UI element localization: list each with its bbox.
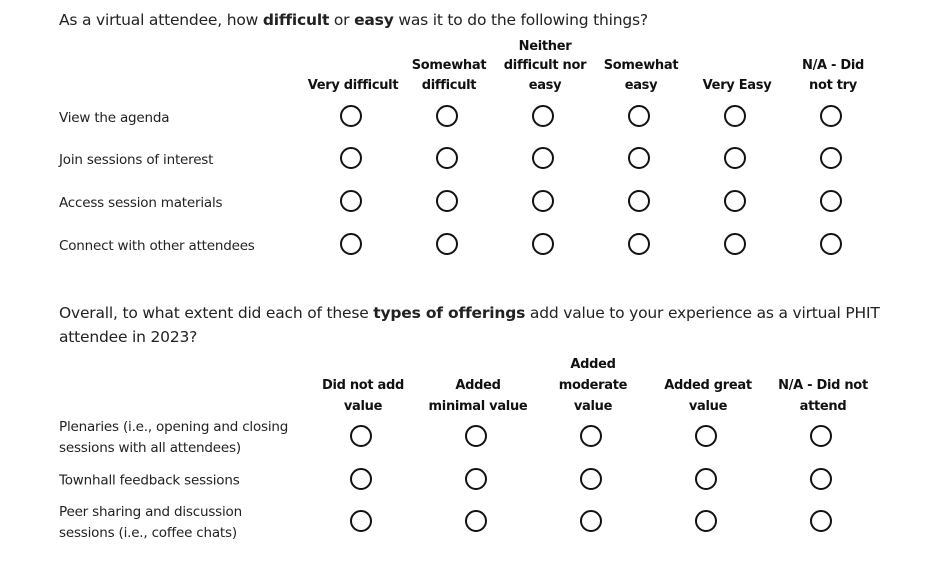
column-header-line: easy xyxy=(624,77,658,93)
radio-button[interactable] xyxy=(628,190,650,212)
radio-button[interactable] xyxy=(810,510,832,532)
row-label-line: Plenaries (i.e., opening and closing xyxy=(59,419,289,435)
column-header: Somewhat difficult xyxy=(399,37,499,96)
column-header: Added minimal value xyxy=(421,354,536,417)
column-header-line: value xyxy=(343,399,383,414)
radio-button[interactable] xyxy=(820,105,842,127)
radio-button[interactable] xyxy=(340,233,362,255)
column-header-line: attend xyxy=(799,399,847,414)
column-header-line: moderate xyxy=(558,378,628,393)
radio-button[interactable] xyxy=(628,233,650,255)
radio-button[interactable] xyxy=(465,425,487,447)
column-header: N/A - Did not attend xyxy=(766,354,881,417)
radio-button[interactable] xyxy=(436,190,458,212)
column-header: Very Easy xyxy=(687,37,787,96)
row-label-line: sessions (i.e., coffee chats) xyxy=(59,525,237,541)
question-1-title: As a virtual attendee, how difficult or … xyxy=(59,11,648,29)
column-header-line: minimal value xyxy=(428,399,528,414)
column-header-line: N/A - Did not xyxy=(778,378,868,393)
radio-button[interactable] xyxy=(350,468,372,490)
column-header-line: Added xyxy=(570,357,616,372)
radio-button[interactable] xyxy=(436,147,458,169)
radio-button[interactable] xyxy=(580,425,602,447)
row-label-line: Townhall feedback sessions xyxy=(59,472,240,489)
row-label: Townhall feedback sessions xyxy=(59,471,240,492)
radio-button[interactable] xyxy=(532,105,554,127)
radio-button[interactable] xyxy=(695,425,717,447)
column-header: Very difficult xyxy=(303,37,403,96)
radio-button[interactable] xyxy=(820,233,842,255)
column-header-line: Added great xyxy=(664,378,752,393)
radio-button[interactable] xyxy=(350,510,372,532)
row-label: Join sessions of interest xyxy=(59,152,214,168)
row-label: Access session materials xyxy=(59,195,223,211)
column-header-line: Very difficult xyxy=(307,77,399,93)
row-label: Peer sharing and discussion sessions (i.e… xyxy=(59,502,242,544)
radio-button[interactable] xyxy=(628,105,650,127)
column-header-line: value xyxy=(573,399,613,414)
radio-button[interactable] xyxy=(532,147,554,169)
row-label: View the agenda xyxy=(59,110,170,126)
radio-button[interactable] xyxy=(628,147,650,169)
column-header: Neither difficult nor easy xyxy=(495,37,595,96)
radio-button[interactable] xyxy=(820,190,842,212)
radio-button[interactable] xyxy=(695,510,717,532)
row-label-line: Peer sharing and discussion xyxy=(59,504,242,520)
column-header: Did not add value xyxy=(306,354,421,417)
radio-button[interactable] xyxy=(436,105,458,127)
radio-button[interactable] xyxy=(724,190,746,212)
column-header-line: Somewhat xyxy=(411,58,487,73)
radio-button[interactable] xyxy=(724,105,746,127)
radio-button[interactable] xyxy=(810,425,832,447)
radio-button[interactable] xyxy=(580,468,602,490)
column-header-line: N/A - Did xyxy=(802,58,864,73)
column-header-line: value xyxy=(688,399,728,414)
column-header: N/A - Did not try xyxy=(783,37,883,96)
row-label-line: sessions with all attendees) xyxy=(59,440,241,456)
radio-button[interactable] xyxy=(340,190,362,212)
column-header: Added great value xyxy=(651,354,766,417)
column-header-line: Very Easy xyxy=(702,77,772,93)
radio-button[interactable] xyxy=(532,233,554,255)
column-header-line: not try xyxy=(809,77,857,93)
radio-button[interactable] xyxy=(724,233,746,255)
radio-button[interactable] xyxy=(350,425,372,447)
radio-button[interactable] xyxy=(465,468,487,490)
column-header: Somewhat easy xyxy=(591,37,691,96)
column-header-line: Neither xyxy=(518,38,572,54)
radio-button[interactable] xyxy=(580,510,602,532)
column-header-line: easy xyxy=(528,77,562,93)
radio-button[interactable] xyxy=(724,147,746,169)
row-label: Connect with other attendees xyxy=(59,238,255,254)
column-header-line: Added xyxy=(455,378,501,393)
column-header-line: Did not add xyxy=(321,378,405,393)
question-2-title: Overall, to what extent did each of thes… xyxy=(59,304,880,346)
column-header-line: Somewhat xyxy=(603,58,679,73)
radio-button[interactable] xyxy=(695,468,717,490)
radio-button[interactable] xyxy=(465,510,487,532)
radio-button[interactable] xyxy=(810,468,832,490)
radio-button[interactable] xyxy=(340,147,362,169)
radio-button[interactable] xyxy=(820,147,842,169)
radio-button[interactable] xyxy=(436,233,458,255)
column-header: Added moderate value xyxy=(536,354,651,417)
radio-button[interactable] xyxy=(340,105,362,127)
column-header-line: difficult xyxy=(421,77,477,93)
column-header-line: difficult nor xyxy=(503,58,587,73)
radio-button[interactable] xyxy=(532,190,554,212)
row-label: Plenaries (i.e., opening and closing sess… xyxy=(59,417,288,459)
